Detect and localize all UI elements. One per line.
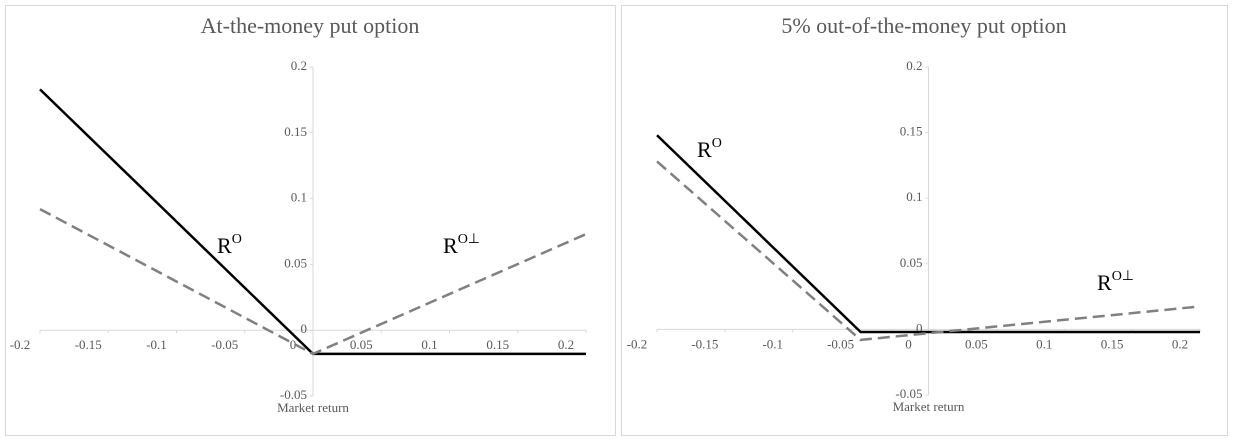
x-tick-label: 0 [290, 337, 297, 352]
x-axis-label: Market return [277, 400, 349, 415]
annotation: RO⊥ [443, 232, 480, 258]
series-line [39, 208, 587, 356]
annotation: RO⊥ [1097, 269, 1134, 295]
annotation-superscript: O⊥ [458, 232, 480, 247]
chart-title: 5% out-of-the-money put option [781, 13, 1066, 38]
x-tick-label: -0.15 [75, 337, 102, 352]
annotation-superscript: O [712, 136, 722, 151]
x-tick-label: 0.2 [1172, 336, 1188, 351]
x-tick-label: -0.1 [146, 337, 167, 352]
y-tick-label: -0.05 [895, 386, 922, 401]
x-tick-label: -0.2 [627, 336, 648, 351]
x-tick-label: 0.15 [486, 337, 509, 352]
y-tick-label: 0.15 [900, 124, 923, 139]
x-tick-label: -0.1 [762, 336, 783, 351]
annotation-base: R [443, 233, 458, 258]
panel-border [621, 5, 1228, 436]
y-tick-label: 0 [916, 320, 923, 335]
annotation-superscript: O⊥ [1112, 269, 1134, 284]
y-tick-label: 0 [301, 321, 308, 336]
x-tick-label: -0.2 [10, 337, 31, 352]
annotation-base: R [697, 137, 712, 162]
annotation-base: R [217, 233, 232, 258]
x-tick-label: 0.05 [350, 337, 373, 352]
y-tick-label: 0.1 [291, 190, 307, 205]
y-tick-label: 0.05 [900, 255, 923, 270]
x-tick-label: -0.15 [691, 336, 718, 351]
x-tick-label: 0.15 [1101, 336, 1124, 351]
series-line [656, 160, 1201, 342]
series-line [656, 134, 1200, 334]
x-tick-label: -0.05 [211, 337, 238, 352]
annotation: RO [217, 232, 242, 258]
y-tick-label: 0.1 [906, 189, 922, 204]
x-tick-label: 0.1 [1036, 336, 1052, 351]
y-tick-label: 0.15 [284, 124, 307, 139]
x-axis-label: Market return [893, 399, 965, 414]
x-tick-label: 0 [905, 336, 912, 351]
x-tick-label: 0.05 [965, 336, 988, 351]
y-tick-label: 0.05 [284, 255, 307, 270]
annotation-superscript: O [232, 232, 242, 247]
x-tick-label: -0.05 [827, 336, 854, 351]
y-tick-label: 0.2 [291, 58, 307, 73]
y-tick-label: 0.2 [906, 58, 922, 73]
panel-border [5, 5, 616, 436]
x-tick-label: 0.2 [558, 337, 574, 352]
x-tick-label: 0.1 [421, 337, 437, 352]
annotation-base: R [1097, 270, 1112, 295]
annotation: RO [697, 136, 722, 162]
y-tick-label: -0.05 [280, 387, 307, 402]
chart-title: At-the-money put option [201, 13, 420, 38]
